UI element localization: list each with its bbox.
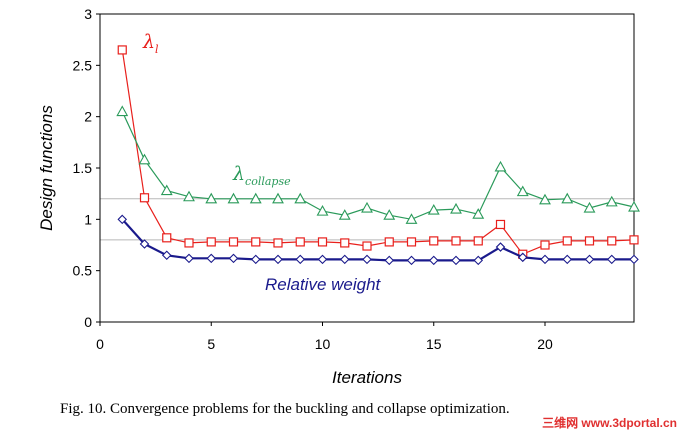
y-tick-label: 0.5: [73, 263, 93, 279]
data-point: [494, 160, 507, 172]
data-point: [517, 252, 528, 263]
label-relative-weight: Relative weight: [265, 275, 382, 294]
data-point: [162, 233, 172, 243]
data-point: [227, 192, 240, 204]
data-point: [273, 254, 283, 265]
data-point: [295, 237, 305, 247]
label-lambda-l: λl: [142, 31, 159, 56]
data-point: [584, 236, 595, 246]
data-point: [472, 208, 485, 219]
series-0: [117, 45, 639, 259]
x-tick-label: 0: [96, 336, 104, 352]
data-point: [138, 153, 151, 165]
data-point: [383, 209, 396, 220]
y-tick-label: 1: [84, 211, 92, 227]
data-point: [606, 254, 617, 265]
data-point: [628, 200, 640, 212]
data-point: [539, 193, 551, 205]
data-point: [473, 236, 483, 246]
x-tick-label: 5: [207, 336, 215, 352]
series-2: [117, 214, 639, 266]
data-point: [629, 235, 639, 245]
data-point: [294, 192, 307, 204]
y-axis-title: Design functions: [37, 105, 56, 231]
data-point: [117, 214, 128, 225]
data-point: [317, 254, 328, 265]
data-point: [183, 190, 195, 202]
data-point: [184, 253, 194, 264]
data-point: [605, 195, 618, 207]
data-point: [495, 242, 506, 252]
y-tick-label: 2: [84, 109, 92, 125]
data-point: [429, 236, 439, 246]
data-point: [161, 250, 172, 261]
data-point: [139, 193, 150, 203]
data-point: [384, 255, 395, 266]
series-line: [121, 49, 635, 255]
data-point: [406, 237, 417, 247]
data-point: [139, 239, 150, 249]
x-tick-label: 15: [426, 336, 442, 352]
series-group: [116, 45, 640, 266]
data-point: [249, 192, 262, 204]
axes: 0 0.5 1 1.5 2 2.5 3 0 5 10 15 20: [73, 6, 635, 352]
data-point: [427, 203, 440, 215]
x-tick-label: 10: [315, 336, 331, 352]
data-point: [406, 255, 417, 266]
data-point: [362, 254, 372, 265]
watermark: 三维网 www.3dportal.cn: [542, 416, 677, 430]
data-point: [116, 105, 129, 117]
data-point: [428, 255, 439, 266]
data-point: [451, 255, 461, 266]
convergence-chart: 0 0.5 1 1.5 2 2.5 3 0 5 10 15 20 λl λcollapse Relativ…: [37, 6, 640, 387]
data-point: [473, 255, 484, 266]
data-point: [495, 219, 506, 230]
data-point: [117, 45, 127, 55]
data-point: [361, 201, 373, 213]
series-labels: λl λcollapse Relative weight: [142, 31, 382, 294]
y-tick-label: 1.5: [73, 160, 93, 176]
x-tick-label: 20: [537, 336, 553, 352]
series-line: [121, 111, 635, 220]
data-point: [206, 253, 217, 264]
data-point: [561, 192, 574, 204]
data-point: [405, 213, 418, 224]
figure-caption: Fig. 10. Convergence problems for the bu…: [60, 401, 510, 417]
data-point: [184, 238, 194, 248]
data-point: [273, 238, 283, 248]
data-point: [205, 192, 218, 204]
data-point: [228, 237, 239, 247]
data-point: [607, 236, 617, 246]
data-point: [562, 236, 572, 246]
data-point: [272, 192, 284, 204]
data-point: [206, 237, 216, 247]
data-point: [562, 254, 573, 265]
data-point: [338, 209, 351, 220]
data-point: [250, 254, 261, 265]
data-point: [316, 204, 329, 216]
data-point: [160, 184, 173, 196]
data-point: [451, 236, 461, 246]
data-point: [362, 241, 372, 251]
series-1: [116, 105, 640, 224]
data-point: [450, 202, 462, 214]
data-point: [584, 254, 595, 265]
y-tick-label: 2.5: [73, 57, 93, 73]
data-point: [340, 238, 350, 248]
data-point: [339, 254, 350, 265]
data-point: [516, 185, 529, 197]
data-point: [629, 254, 639, 265]
data-point: [317, 237, 328, 247]
data-point: [583, 201, 596, 213]
data-point: [384, 237, 394, 247]
y-tick-label: 3: [84, 6, 92, 22]
data-point: [540, 254, 550, 265]
label-lambda-collapse: λcollapse: [232, 163, 291, 188]
y-tick-label: 0: [84, 314, 92, 330]
data-point: [251, 237, 261, 247]
data-point: [295, 254, 306, 265]
data-point: [540, 240, 550, 250]
x-axis-title: Iterations: [332, 368, 402, 387]
data-point: [228, 253, 239, 264]
